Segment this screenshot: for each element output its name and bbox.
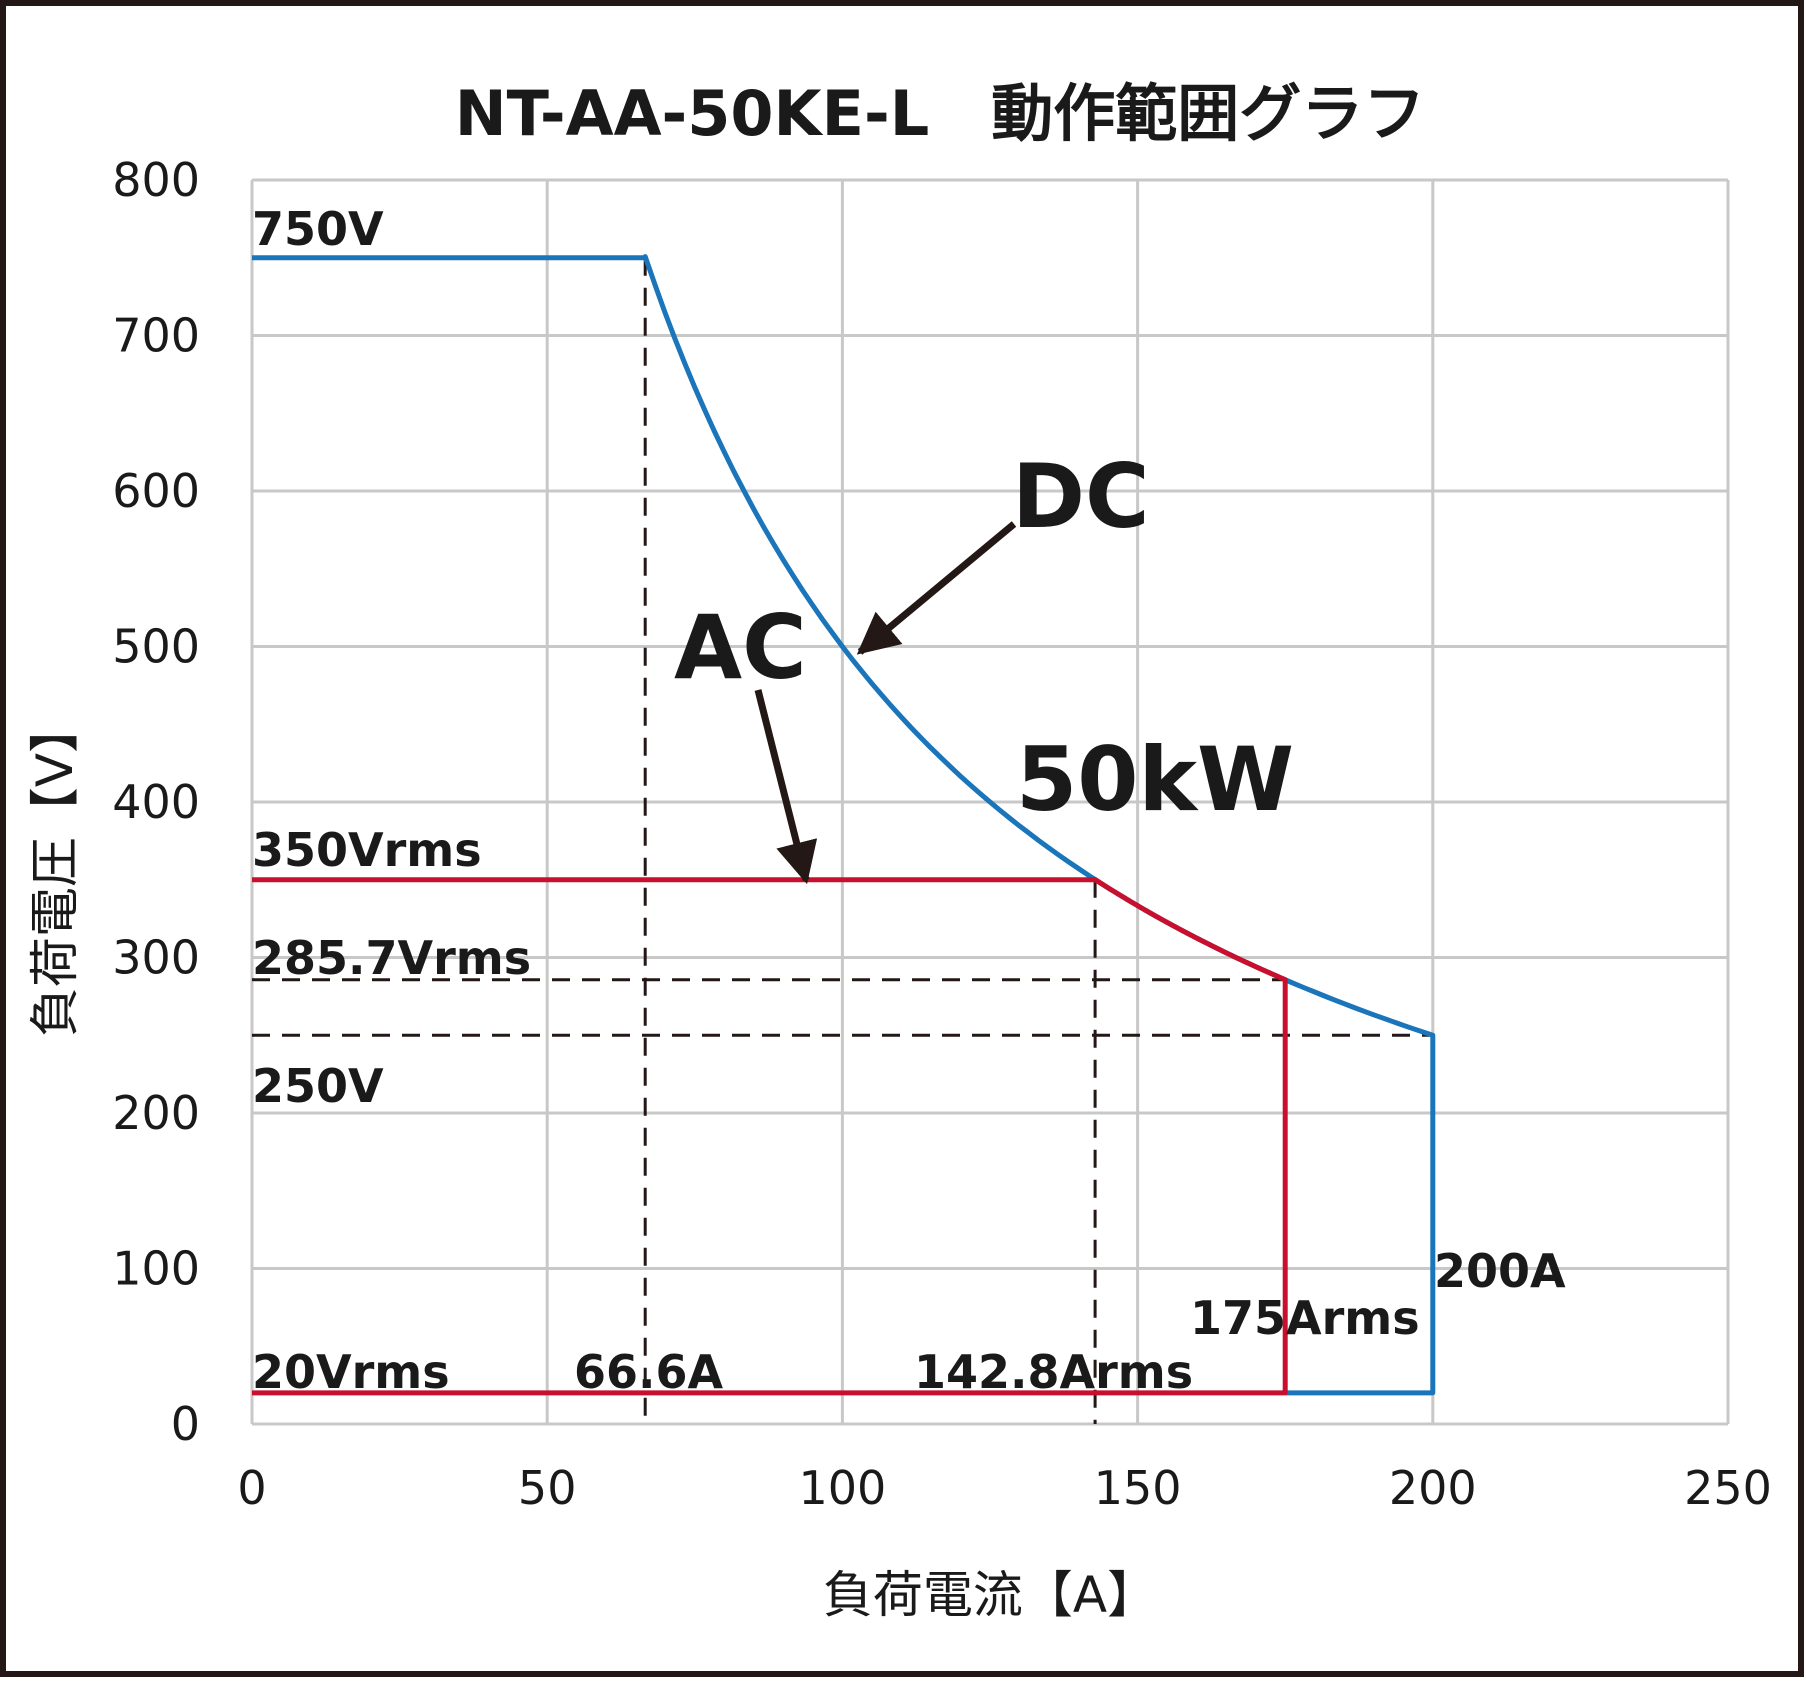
- ac-arrow: [754, 689, 818, 885]
- y-axis-label: 負荷電圧【V】: [26, 703, 84, 1037]
- x-tick-150: 150: [1094, 1461, 1182, 1515]
- x-tick-0: 0: [237, 1461, 266, 1515]
- reference-lines: [252, 257, 1433, 1424]
- annotation-350vrms: 350Vrms: [252, 823, 482, 877]
- x-tick-labels: 0 50 100 150 200 250: [237, 1461, 1772, 1515]
- x-tick-200: 200: [1389, 1461, 1477, 1515]
- y-tick-100: 100: [112, 1242, 200, 1296]
- series-lines: [252, 254, 1436, 1396]
- grid: [250, 178, 1730, 1426]
- y-tick-200: 200: [112, 1086, 200, 1140]
- series-ac-line: [252, 877, 1288, 1396]
- y-tick-600: 600: [112, 464, 200, 518]
- annotation-250v: 250V: [252, 1059, 384, 1113]
- annotation-50kw: 50kW: [1016, 728, 1294, 831]
- annotation-750v: 750V: [252, 202, 384, 256]
- annotation-285-7vrms: 285.7Vrms: [252, 931, 531, 985]
- y-tick-labels: 0 100 200 300 400 500 600 700 800: [112, 153, 200, 1451]
- x-tick-100: 100: [798, 1461, 886, 1515]
- y-tick-400: 400: [112, 775, 200, 829]
- annotation-200a: 200A: [1434, 1244, 1566, 1298]
- x-tick-250: 250: [1684, 1461, 1772, 1515]
- annotation-ac: AC: [674, 596, 807, 699]
- y-tick-800: 800: [112, 153, 200, 207]
- x-axis-label: 負荷電流【A】: [823, 1566, 1157, 1624]
- y-tick-700: 700: [112, 309, 200, 363]
- y-tick-0: 0: [171, 1397, 200, 1451]
- y-tick-500: 500: [112, 620, 200, 674]
- y-tick-300: 300: [112, 931, 200, 985]
- chart-title: NT-AA-50KE-L 動作範囲グラフ: [455, 77, 1425, 150]
- annotation-20vrms: 20Vrms: [252, 1345, 450, 1399]
- annotation-dc: DC: [1012, 445, 1150, 548]
- x-tick-50: 50: [518, 1461, 577, 1515]
- series-dc-line: [252, 254, 1436, 1396]
- annotation-142-8arms: 142.8Arms: [914, 1345, 1193, 1399]
- annotation-175arms: 175Arms: [1190, 1291, 1420, 1345]
- annotation-66-6a: 66.6A: [574, 1345, 723, 1399]
- dc-arrow: [856, 521, 1017, 655]
